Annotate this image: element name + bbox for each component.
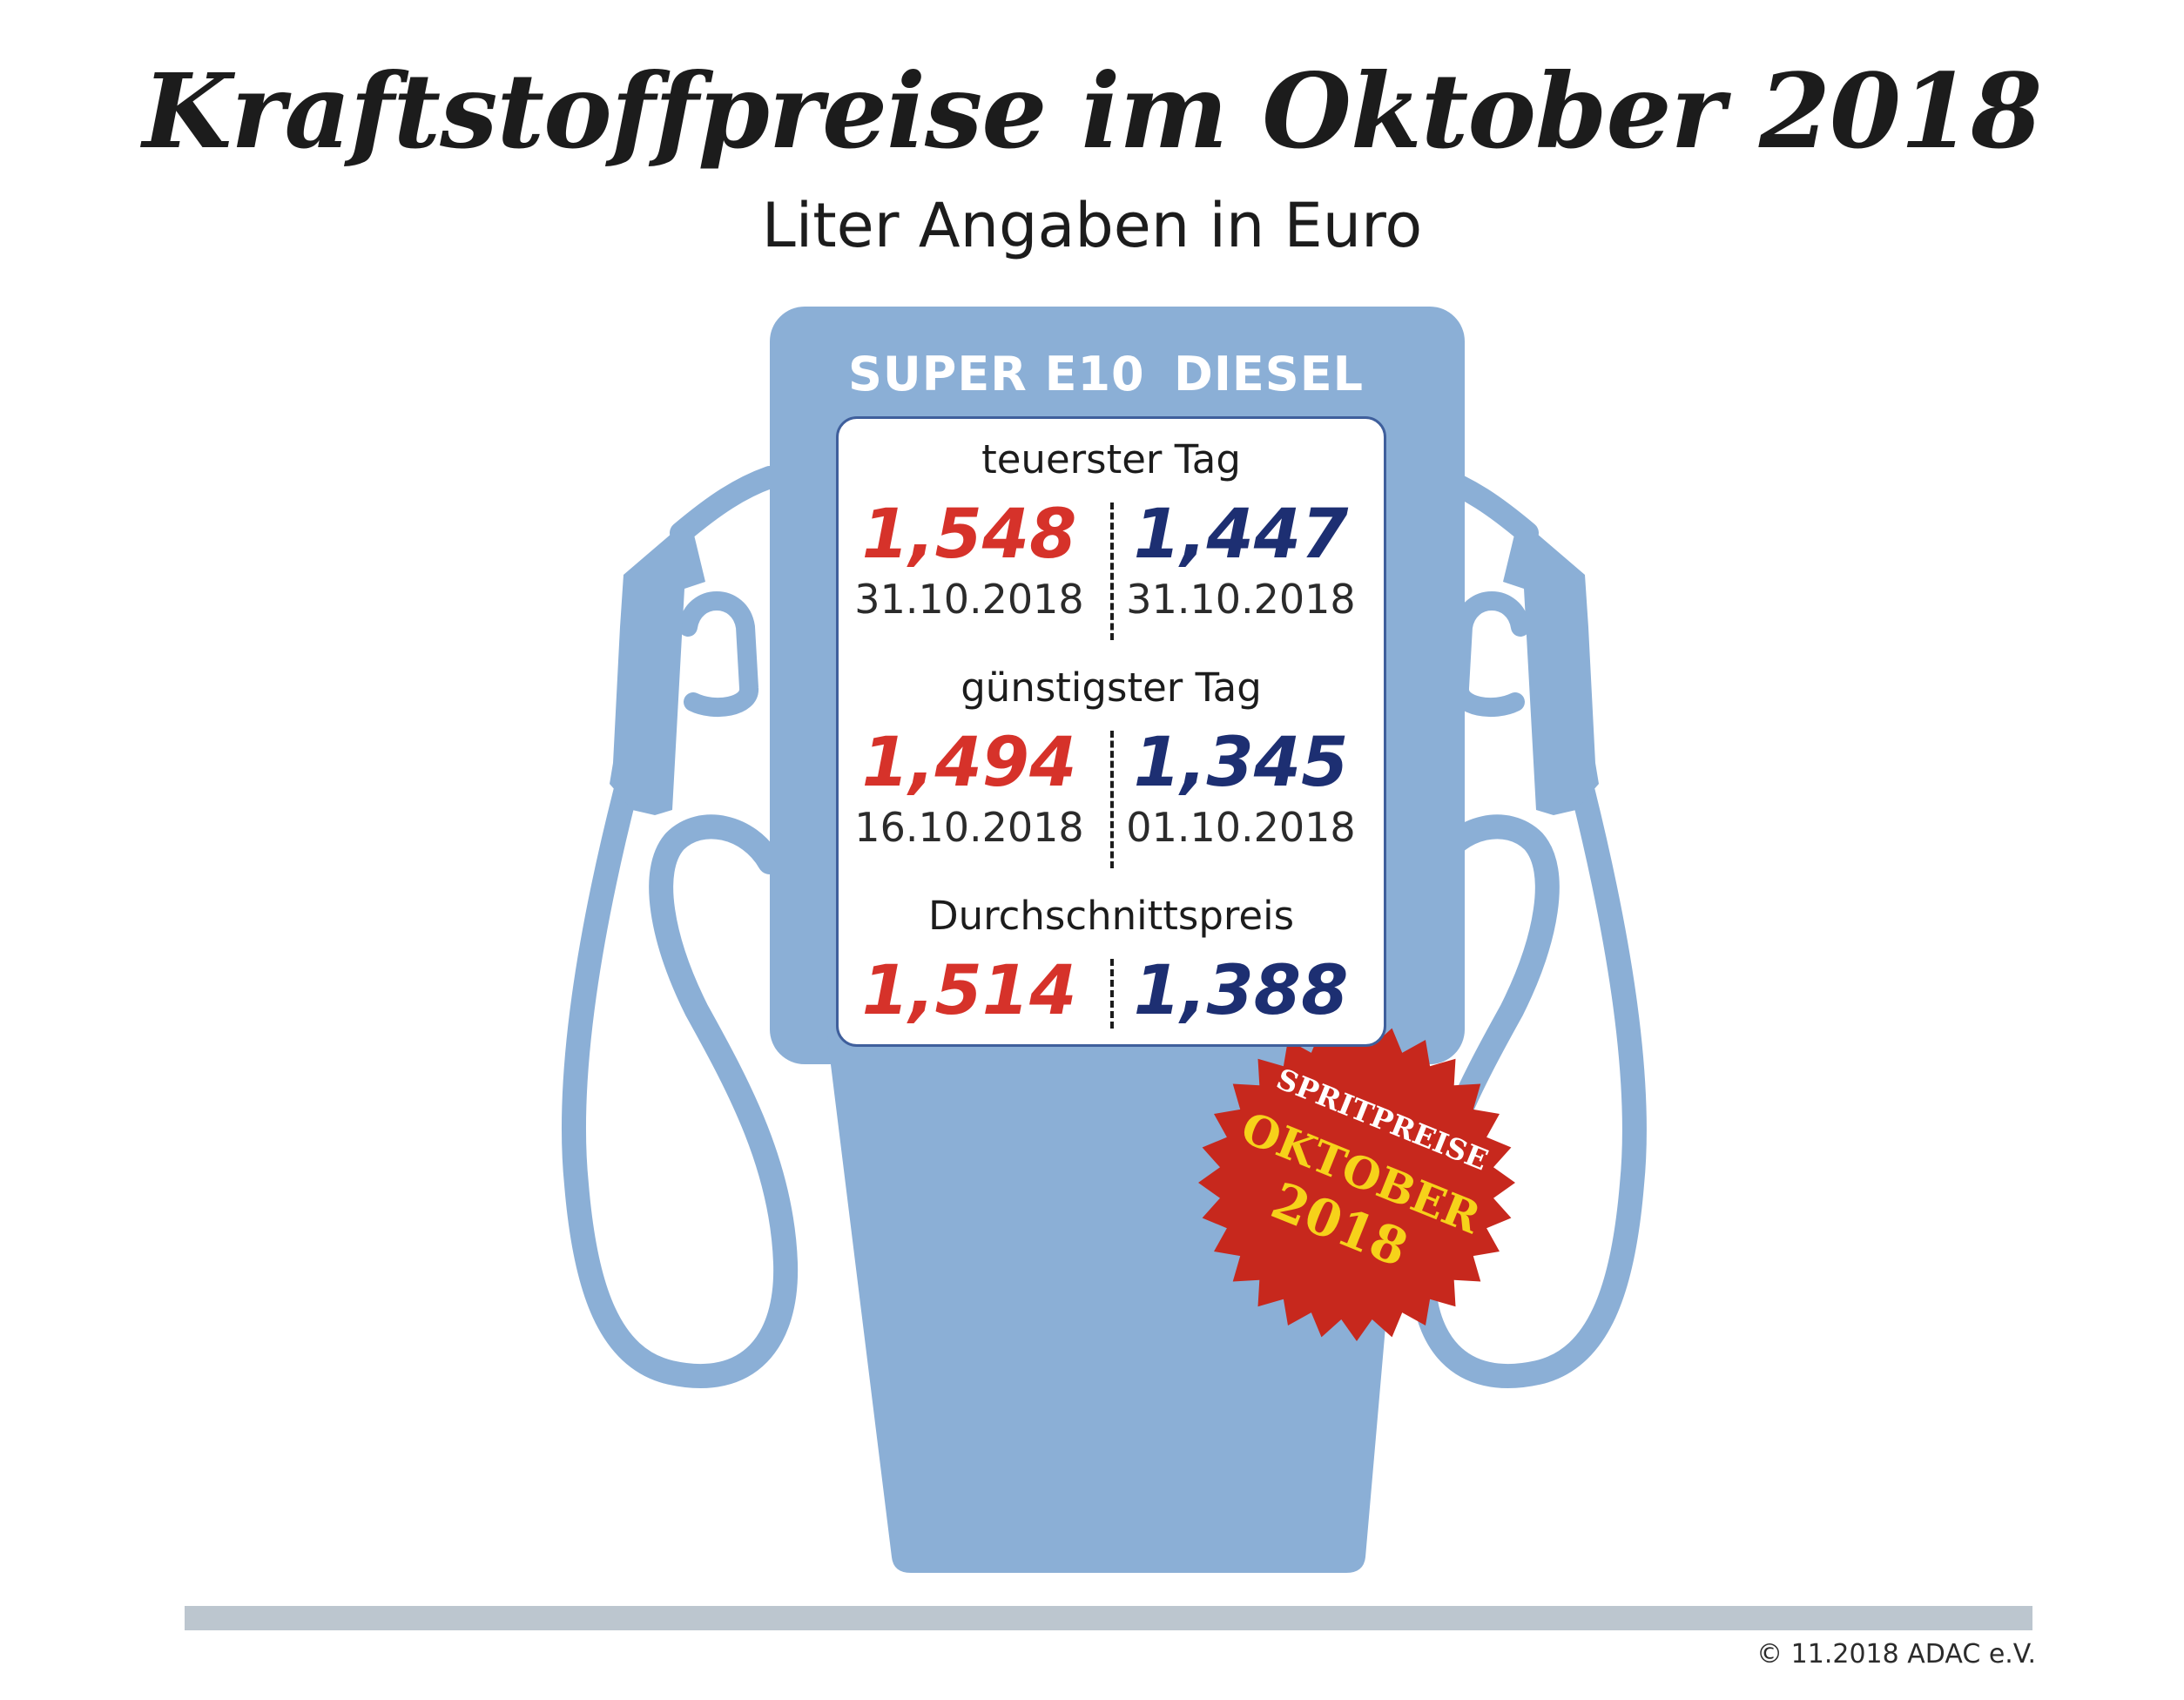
left-trigger-guard: [678, 591, 758, 717]
price-diesel-cheapest: 1,345: [1133, 724, 1349, 802]
price-e10-most-expensive: 1,548: [861, 496, 1077, 574]
price-diesel-average: 1,388: [1133, 952, 1349, 1030]
page-subtitle: Liter Angaben in Euro: [761, 190, 1423, 261]
column-header-diesel: DIESEL: [1174, 347, 1364, 401]
fuel-nozzle-icon: [610, 531, 705, 815]
divider: [1110, 503, 1114, 640]
price-panel: teuerster Tag 1,548 1,447 31.10.2018 31.…: [836, 416, 1386, 1047]
divider: [1110, 959, 1114, 1029]
divider: [1110, 731, 1114, 868]
starburst-badge-icon: [1198, 1024, 1515, 1341]
price-e10-average: 1,514: [861, 952, 1077, 1030]
spritpreise-badge: SPRITPREISE OKTOBER 2018: [1200, 1026, 1513, 1339]
right-trigger-guard: [1450, 591, 1530, 717]
left-hose: [562, 780, 799, 1389]
row-label-average: Durchschnittspreis: [927, 893, 1295, 939]
left-nozzle-connector: [670, 466, 781, 544]
row-label-most-expensive: teuerster Tag: [981, 436, 1241, 482]
row-label-cheapest: günstigster Tag: [961, 664, 1262, 711]
date-e10-most-expensive: 31.10.2018: [854, 576, 1084, 623]
copyright: © 11.2018 ADAC e.V.: [1756, 1639, 2036, 1670]
date-e10-cheapest: 16.10.2018: [854, 804, 1084, 851]
footer-bar: [185, 1606, 2032, 1630]
price-e10-cheapest: 1,494: [861, 724, 1077, 802]
fuel-nozzle-icon-right: [1503, 531, 1599, 815]
column-header-e10: SUPER E10: [848, 347, 1145, 401]
date-diesel-most-expensive: 31.10.2018: [1126, 576, 1356, 623]
page-title: Kraftstoffpreise im Oktober 2018: [142, 51, 2043, 172]
price-diesel-most-expensive: 1,447: [1133, 496, 1349, 574]
date-diesel-cheapest: 01.10.2018: [1126, 804, 1356, 851]
